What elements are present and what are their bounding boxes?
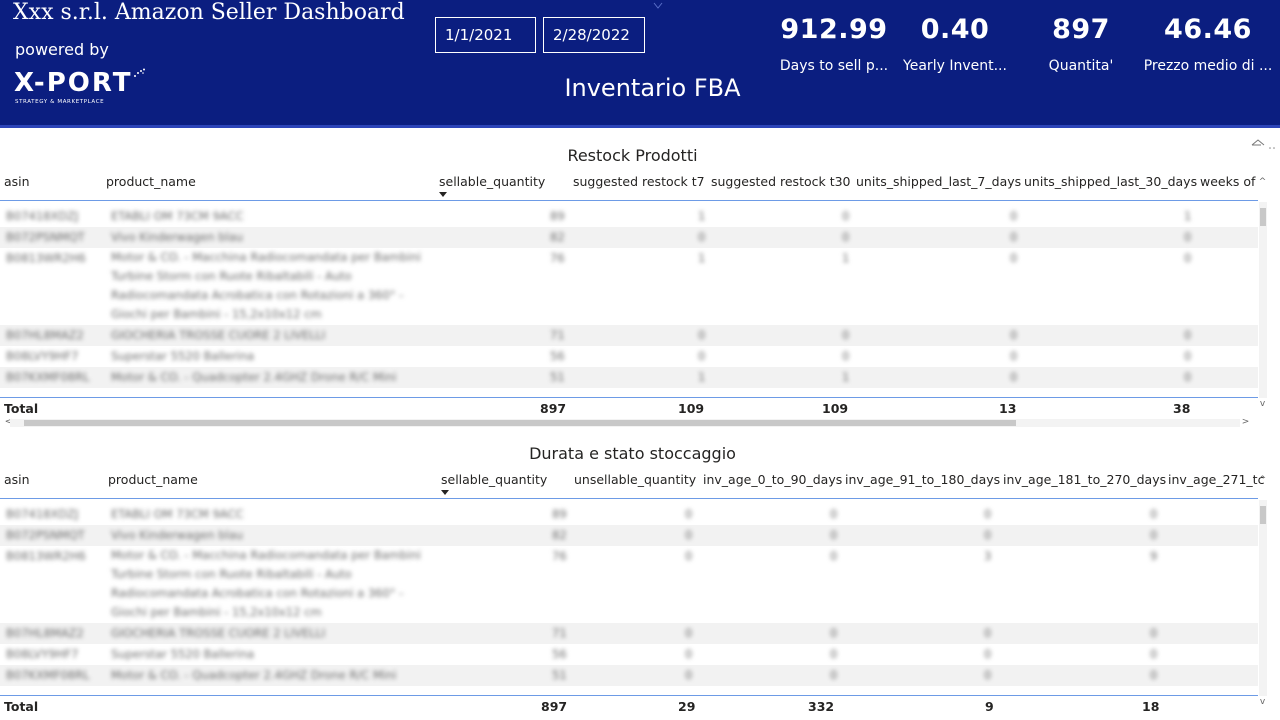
column-header-suggested-restock-t30[interactable]: suggested restock t30	[711, 174, 851, 189]
total-value: 332	[808, 699, 835, 714]
column-header-weeks-of-cover[interactable]: weeks of	[1200, 174, 1256, 189]
total-label: Total	[4, 401, 39, 416]
scroll-right-icon[interactable]: >	[1241, 417, 1250, 427]
logo-text: X-PORT	[14, 68, 133, 98]
dashboard-header: Xxx s.r.l. Amazon Seller Dashboard power…	[0, 0, 1280, 128]
total-value: 109	[678, 401, 705, 416]
header-divider	[0, 498, 1258, 499]
table-row[interactable]: B07KXMF08RL Motor & CO. - Quadcopter 2.4G…	[0, 367, 1258, 388]
total-value: 897	[541, 699, 568, 714]
column-header-suggested-restock-t7[interactable]: suggested restock t7	[573, 174, 705, 189]
sort-descending-icon	[441, 490, 449, 495]
sort-descending-icon	[439, 192, 447, 197]
table-title: Restock Prodotti	[567, 146, 698, 165]
table-row[interactable]: B07418XDZJ ETABLI OM 73CM 9ACC 89 0 0 0 0	[6, 507, 1158, 521]
kpi-card-quantity: 897 Quantita'	[1013, 12, 1149, 76]
vertical-scrollbar[interactable]	[1259, 500, 1267, 696]
column-header-sellable-quantity[interactable]: sellable_quantity	[439, 174, 546, 189]
total-divider	[0, 397, 1258, 398]
table-body: B07418XDZJ ETABLI OM 73CM 9ACC 89 0 0 0 0 B07…	[0, 500, 1258, 695]
powered-by-label: powered by	[15, 40, 109, 59]
column-header-inv-age-91-180[interactable]: inv_age_91_to_180_days	[845, 472, 1001, 487]
column-header-unsellable-quantity[interactable]: unsellable_quantity	[574, 472, 697, 487]
date-range-end-input[interactable]: 2/28/2022	[543, 17, 645, 53]
chevron-down-icon[interactable]	[653, 2, 663, 10]
scroll-down-icon[interactable]: v	[1259, 697, 1266, 707]
table-row[interactable]: B07KXMF08RL Motor & CO. - Quadcopter 2.4G…	[0, 665, 1258, 686]
header-divider	[0, 200, 1258, 201]
kpi-value: 912.99	[780, 14, 888, 45]
kpi-value: 0.40	[920, 14, 990, 45]
column-header-units-shipped-7-days[interactable]: units_shipped_last_7_days	[856, 174, 1022, 189]
table-row[interactable]: B072PSNMQT Vivo Kinderwagen blau 82 0 0 0 0	[0, 227, 1258, 248]
total-value: 29	[678, 699, 696, 714]
total-divider	[0, 695, 1258, 696]
kpi-card-yearly-inventory: 0.40 Yearly Invent...	[887, 12, 1023, 76]
total-value: 13	[999, 401, 1017, 416]
vertical-scrollbar[interactable]	[1259, 202, 1267, 398]
column-header-inv-age-0-90[interactable]: inv_age_0_to_90_days	[703, 472, 843, 487]
kpi-card-average-price: 46.46 Prezzo medio di ...	[1140, 12, 1276, 76]
scrollbar-thumb[interactable]	[24, 420, 1016, 426]
storage-duration-table: Durata e stato stoccaggio asin product_n…	[0, 440, 1280, 720]
visual-options-icon[interactable]	[1216, 136, 1276, 156]
column-header-sellable-quantity[interactable]: sellable_quantity	[441, 472, 548, 487]
kpi-value: 897	[1052, 14, 1110, 45]
logo-sparkle-icon	[134, 68, 145, 77]
scroll-up-icon[interactable]: ^	[1258, 177, 1267, 187]
total-value: 9	[985, 699, 994, 714]
column-header-units-shipped-30-days[interactable]: units_shipped_last_30_days	[1024, 174, 1198, 189]
table-row[interactable]: B07HL8MAZ2 GIOCHERIA TROSSE CUORE 2 LIVEL…	[0, 325, 1258, 346]
table-row[interactable]: B072PSNMQT Vivo Kinderwagen blau 82 0 0 0 0	[0, 525, 1258, 546]
table-row[interactable]: B08LVY9HF7 Superstar 5520 Ballerina 56 0 0 0…	[6, 349, 1192, 363]
column-header-inv-age-181-270[interactable]: inv_age_181_to_270_days	[1003, 472, 1167, 487]
kpi-card-days-to-sell: 912.99 Days to sell p...	[766, 12, 902, 76]
column-header-product-name[interactable]: product_name	[106, 174, 196, 189]
company-title: Xxx s.r.l. Amazon Seller Dashboard	[13, 0, 405, 25]
scroll-down-icon[interactable]: v	[1259, 399, 1266, 409]
kpi-label: Yearly Invent...	[903, 58, 1007, 74]
column-header-product-name[interactable]: product_name	[108, 472, 198, 487]
column-header-inv-age-271[interactable]: inv_age_271_tc	[1168, 472, 1265, 487]
kpi-label: Quantita'	[1048, 58, 1114, 74]
kpi-label: Prezzo medio di ...	[1143, 58, 1273, 74]
date-range-start-input[interactable]: 1/1/2021	[435, 17, 536, 53]
scrollbar-thumb[interactable]	[1260, 208, 1266, 226]
total-row: Total 897 29 332 9 18	[0, 696, 1258, 716]
logo-subtext: STRATEGY & MARKETPLACE	[15, 99, 105, 105]
total-label: Total	[4, 699, 39, 714]
scroll-up-icon[interactable]: ^	[1258, 475, 1267, 485]
scroll-left-icon[interactable]: <	[4, 417, 13, 427]
scrollbar-thumb[interactable]	[1260, 506, 1266, 524]
kpi-value: 46.46	[1164, 14, 1252, 45]
table-row[interactable]: B0813WR2H6 Motor & CO. - Macchina Radioc…	[6, 250, 1192, 321]
total-row: Total 897 109 109 13 38	[0, 398, 1258, 418]
table-title: Durata e stato stoccaggio	[529, 444, 736, 463]
column-header-asin[interactable]: asin	[4, 174, 30, 189]
total-value: 18	[1142, 699, 1160, 714]
horizontal-scrollbar[interactable]	[10, 419, 1240, 427]
table-row[interactable]: B07HL8MAZ2 GIOCHERIA TROSSE CUORE 2 LIVEL…	[0, 623, 1258, 644]
total-value: 38	[1173, 401, 1191, 416]
xport-logo: X-PORT STRATEGY & MARKETPLACE	[14, 68, 154, 108]
restock-table: Restock Prodotti asin product_name sella…	[0, 139, 1280, 432]
page-title: Inventario FBA	[564, 74, 741, 102]
table-body: B07418XDZJ ETABLI OM 73CM 9ACC 89 1 0 0 1 B07…	[0, 202, 1258, 397]
table-row[interactable]: B0813WR2H6 Motor & CO. - Macchina Radioc…	[6, 548, 1158, 619]
total-value: 109	[822, 401, 849, 416]
table-row[interactable]: B07418XDZJ ETABLI OM 73CM 9ACC 89 1 0 0 1	[6, 209, 1192, 223]
table-row[interactable]: B08LVY9HF7 Superstar 5520 Ballerina 56 0 0 0…	[6, 647, 1158, 661]
column-header-asin[interactable]: asin	[4, 472, 30, 487]
kpi-label: Days to sell p...	[779, 58, 889, 74]
total-value: 897	[540, 401, 567, 416]
